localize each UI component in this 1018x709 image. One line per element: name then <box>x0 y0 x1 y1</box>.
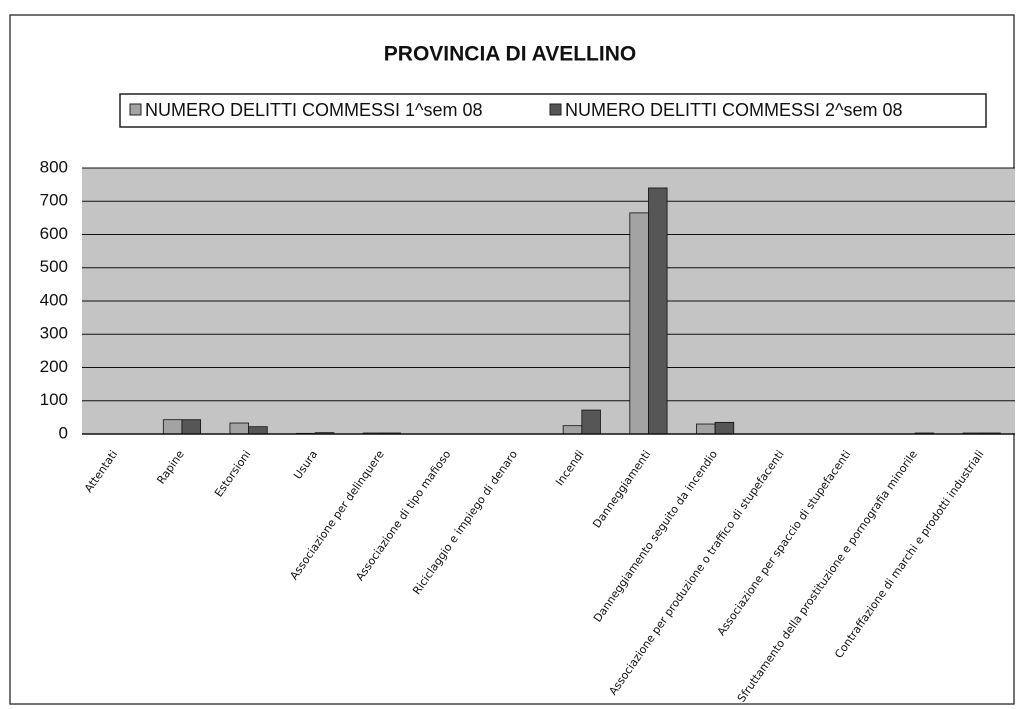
y-tick-label: 200 <box>40 357 68 376</box>
y-tick-label: 400 <box>40 290 68 309</box>
bar <box>229 422 250 435</box>
legend-label: NUMERO DELITTI COMMESSI 2^sem 08 <box>565 100 903 120</box>
legend: NUMERO DELITTI COMMESSI 1^sem 08 NUMERO D… <box>129 100 903 120</box>
bar <box>648 187 668 435</box>
bar <box>562 425 583 435</box>
y-tick-label: 0 <box>59 423 68 442</box>
bar <box>629 212 649 435</box>
y-tick-label: 600 <box>40 224 68 243</box>
bar <box>162 419 183 435</box>
legend-swatch <box>129 103 142 116</box>
chart-title: PROVINCIA DI AVELLINO <box>384 43 636 66</box>
legend-swatch <box>549 103 562 116</box>
bar <box>581 409 601 435</box>
y-tick-label: 800 <box>40 157 68 176</box>
y-tick-label: 100 <box>40 390 68 409</box>
y-tick-label: 700 <box>40 191 68 210</box>
bar <box>181 419 202 435</box>
y-tick-label: 500 <box>40 257 68 276</box>
legend-label: NUMERO DELITTI COMMESSI 1^sem 08 <box>145 100 483 120</box>
bar <box>248 426 268 435</box>
y-tick-label: 300 <box>40 324 68 343</box>
bar <box>714 421 735 435</box>
bar <box>696 423 716 435</box>
